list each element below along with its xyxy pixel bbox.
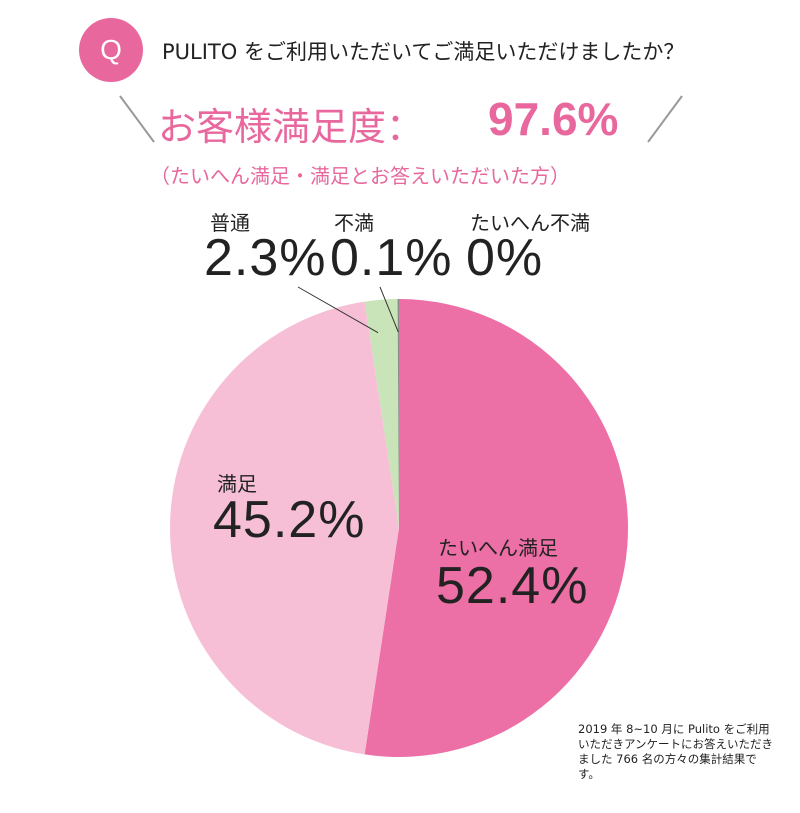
- label-normal-pct: 2.3%: [204, 229, 327, 287]
- slice-dissatisfied: [397, 299, 399, 528]
- headline-slash-decoration: [119, 95, 683, 143]
- headline-left-slash: [119, 95, 155, 143]
- question-badge: Q: [79, 18, 143, 82]
- label-very-satisfied-pct: 52.4%: [436, 557, 589, 615]
- label-dissatisfied-pct: 0.1%: [330, 229, 453, 287]
- label-satisfied-pct: 45.2%: [213, 491, 366, 549]
- headline-subtitle: （たいへん満足・満足とお答えいただいた方）: [150, 164, 570, 188]
- slice-normal: [364, 299, 399, 528]
- leader-line-normal: [297, 286, 379, 334]
- footnote: 2019 年 8~10 月に Pulito をご利用いただきアンケートにお答えい…: [578, 722, 774, 781]
- headline-label: お客様満足度：: [158, 105, 425, 149]
- slice-satisfied: [169, 301, 399, 755]
- headline-right-slash: [647, 95, 683, 143]
- headline-value: 97.6%: [488, 93, 619, 145]
- question-text: PULITO をご利用いただいてご満足いただけましたか？: [162, 40, 685, 64]
- label-very-dissatisfied-pct: 0%: [466, 229, 544, 287]
- label-satisfied-name: 満足: [217, 472, 257, 496]
- label-dissatisfied-name: 不満: [334, 211, 374, 235]
- label-very-dissatisfied-name: たいへん不満: [470, 211, 590, 235]
- headline: お客様満足度： 97.6%: [116, 86, 684, 156]
- label-normal-name: 普通: [210, 211, 250, 235]
- slice-very-satisfied: [364, 299, 628, 757]
- leader-line-dissatisfied: [379, 286, 399, 333]
- label-very-satisfied-name: たいへん満足: [438, 536, 558, 560]
